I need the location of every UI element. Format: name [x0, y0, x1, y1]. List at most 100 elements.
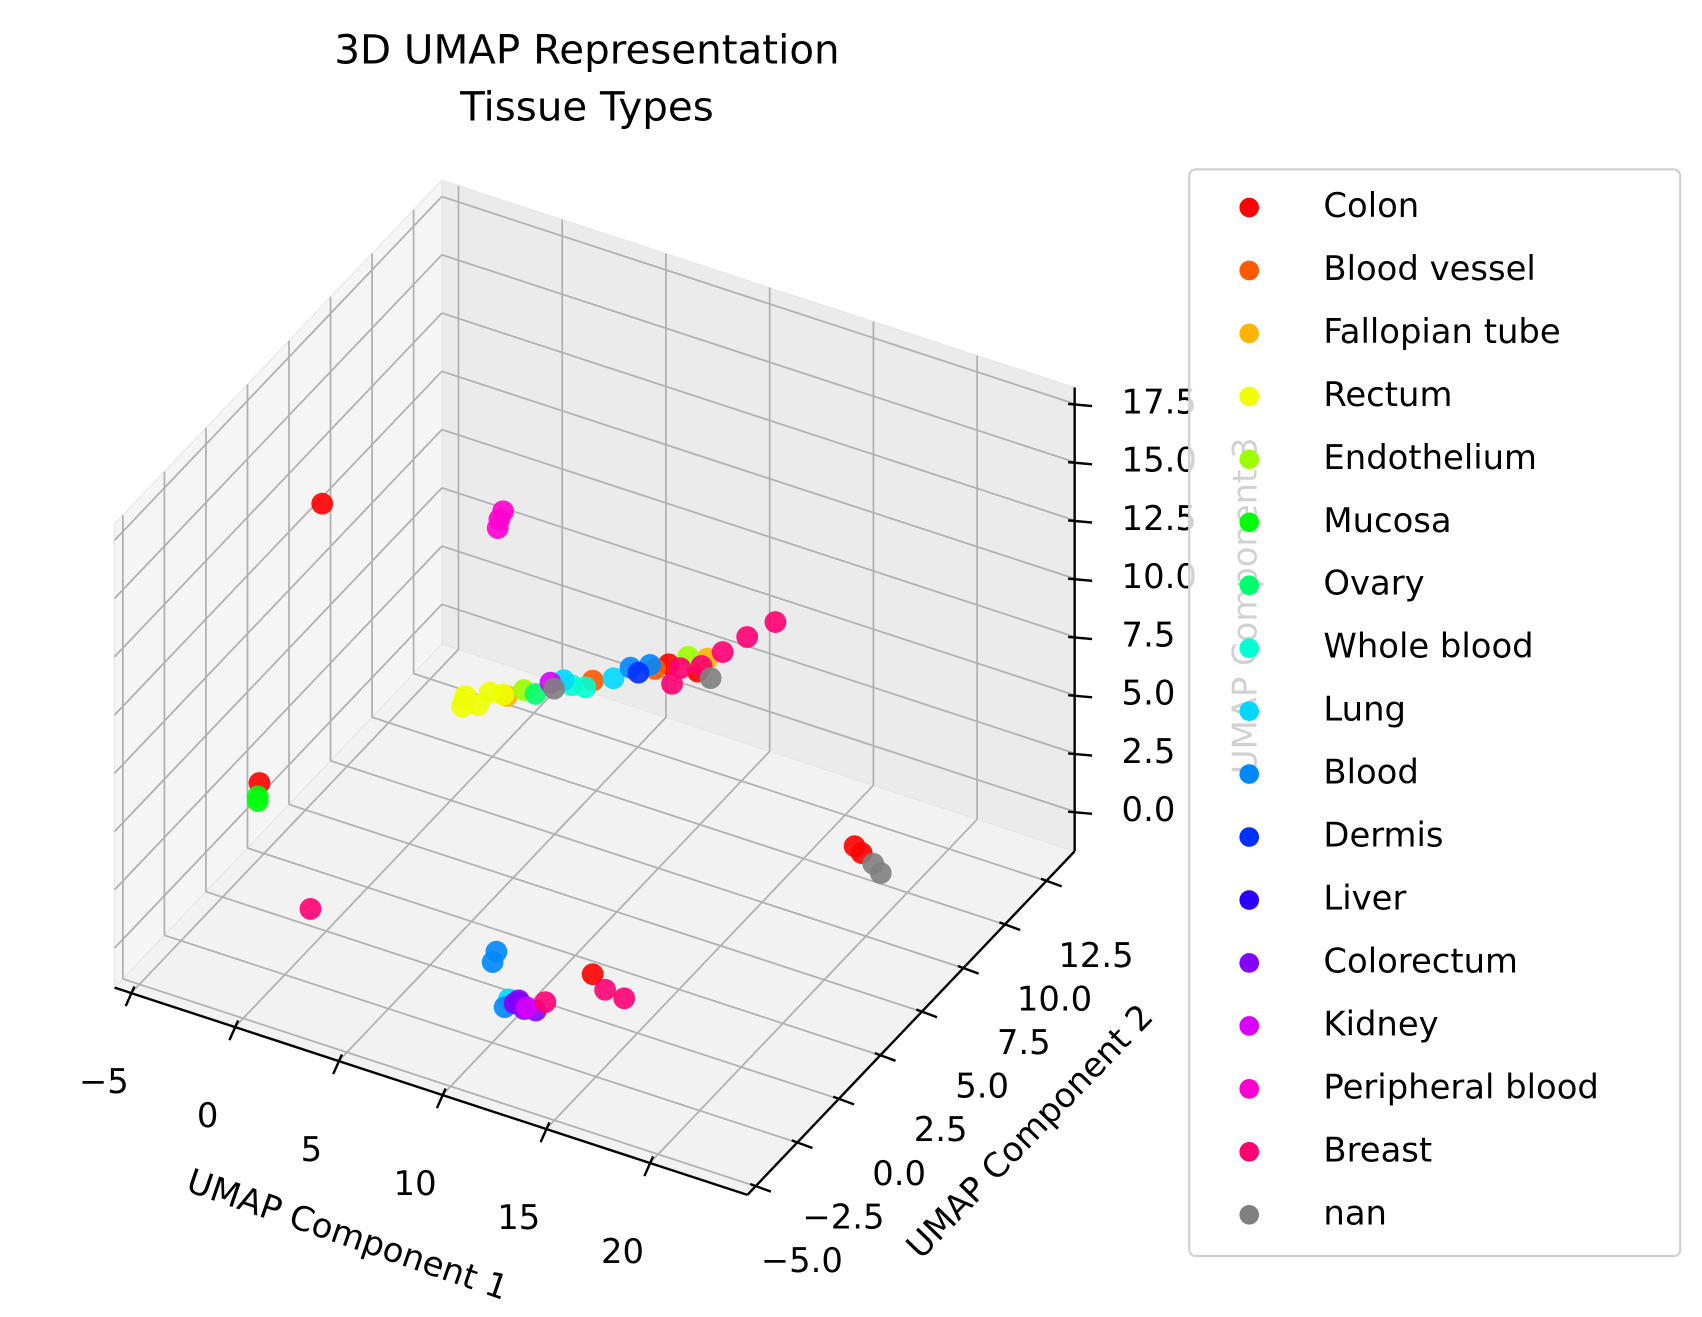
- point: [594, 978, 617, 1001]
- tick-mark: [1040, 877, 1063, 888]
- tick-mark: [1068, 635, 1093, 641]
- grid-line: [413, 672, 1047, 882]
- chart-title: 3D UMAP Representation: [334, 27, 839, 74]
- legend-label: Peripheral blood: [1323, 1067, 1598, 1106]
- y-tick-label: 5.0: [955, 1067, 1009, 1106]
- grid-line: [122, 978, 756, 1188]
- y-tick-label: −2.5: [802, 1197, 884, 1236]
- point: [543, 677, 566, 700]
- tick-mark: [1068, 693, 1093, 699]
- grid-line: [371, 716, 1006, 926]
- tick-mark: [124, 986, 136, 1007]
- legend-marker: [1239, 890, 1260, 910]
- legend-marker: [1239, 953, 1260, 973]
- z-tick-label: 5.0: [1122, 674, 1176, 713]
- legend-marker: [1239, 701, 1260, 721]
- x-tick-label: 15: [497, 1198, 540, 1237]
- grid-line: [330, 760, 964, 969]
- grid-line: [113, 428, 443, 774]
- x-tick-label: 10: [394, 1164, 437, 1203]
- grid-line: [441, 370, 1075, 580]
- grid-line: [337, 716, 667, 1062]
- y-tick-label: 12.5: [1058, 936, 1133, 975]
- legend-marker: [1239, 1204, 1260, 1225]
- point: [451, 695, 473, 718]
- point: [299, 897, 322, 920]
- point: [711, 641, 734, 663]
- tick-mark: [749, 1182, 772, 1193]
- grid-line: [441, 487, 1075, 696]
- point: [661, 672, 683, 695]
- z-tick-label: 10.0: [1122, 557, 1197, 596]
- legend-marker: [1239, 323, 1260, 344]
- grid-line: [441, 254, 1075, 463]
- point: [862, 852, 885, 875]
- x-tick-label: 5: [301, 1130, 323, 1169]
- legend-label: Blood vessel: [1323, 249, 1535, 288]
- grid-line: [441, 195, 1075, 405]
- grid-line: [441, 545, 1075, 755]
- point: [581, 963, 604, 986]
- point: [492, 500, 515, 523]
- x-tick-label: −5: [79, 1062, 129, 1101]
- grid-line: [113, 254, 443, 600]
- point: [764, 611, 787, 633]
- point: [492, 683, 515, 706]
- legend-label: Rectum: [1323, 375, 1452, 414]
- legend-marker: [1239, 512, 1260, 533]
- tick-mark: [874, 1052, 896, 1062]
- legend-label: Whole blood: [1323, 627, 1533, 666]
- y-tick-label: 0.0: [872, 1154, 926, 1193]
- point: [627, 661, 650, 684]
- legend-label: Blood: [1323, 753, 1418, 792]
- grid-line: [288, 803, 923, 1013]
- grid-line: [247, 847, 881, 1057]
- legend-marker: [1239, 386, 1260, 407]
- z-tick-label: 2.5: [1122, 732, 1176, 771]
- grid-line: [441, 312, 1075, 522]
- tick-mark: [1068, 519, 1093, 524]
- points: [246, 492, 892, 1022]
- tick-mark: [332, 1053, 343, 1075]
- legend-marker: [1239, 1016, 1260, 1036]
- point: [534, 991, 557, 1014]
- legend-marker: [1239, 764, 1260, 784]
- legend-marker: [1239, 575, 1260, 596]
- tick-mark: [999, 921, 1021, 932]
- point: [311, 492, 334, 515]
- legend-label: Fallopian tube: [1323, 312, 1560, 351]
- z-tick-label: 0.0: [1122, 790, 1176, 829]
- x-tick-label: 0: [197, 1096, 219, 1135]
- tick-mark: [1068, 752, 1093, 757]
- point: [485, 940, 508, 963]
- y-tick-label: 10.0: [1017, 979, 1092, 1018]
- tick-mark: [957, 964, 980, 975]
- chart-subtitle: Tissue Types: [459, 83, 714, 130]
- z-tick-label: 15.0: [1122, 441, 1197, 480]
- tick-mark: [1068, 460, 1093, 466]
- point: [699, 667, 722, 690]
- legend-marker: [1239, 1142, 1260, 1162]
- tick-mark: [832, 1095, 855, 1106]
- legend-label: nan: [1323, 1193, 1387, 1232]
- legend-marker: [1239, 1079, 1260, 1099]
- legend-label: Lung: [1323, 690, 1406, 729]
- z-tick-label: 12.5: [1122, 499, 1197, 538]
- legend-label: Endothelium: [1323, 438, 1537, 477]
- grid-line: [441, 428, 1075, 638]
- legend-label: Kidney: [1323, 1004, 1438, 1043]
- grid-line: [441, 603, 1075, 813]
- legend-marker: [1239, 638, 1260, 659]
- legend-label: Mucosa: [1323, 501, 1451, 540]
- tick-mark: [1068, 577, 1093, 583]
- legend-label: Liver: [1323, 879, 1406, 918]
- legend-label: Dermis: [1323, 816, 1443, 855]
- legend: Colon Blood vessel Fallopian tube Rectum End…: [1239, 186, 1599, 1232]
- legend-marker: [1239, 197, 1260, 218]
- side-pane: [114, 178, 443, 989]
- point: [524, 683, 547, 705]
- x-axis-line: [114, 986, 748, 1197]
- tick-mark: [1068, 810, 1093, 816]
- tick-mark: [539, 1121, 551, 1143]
- z-tick-label: 7.5: [1122, 615, 1176, 654]
